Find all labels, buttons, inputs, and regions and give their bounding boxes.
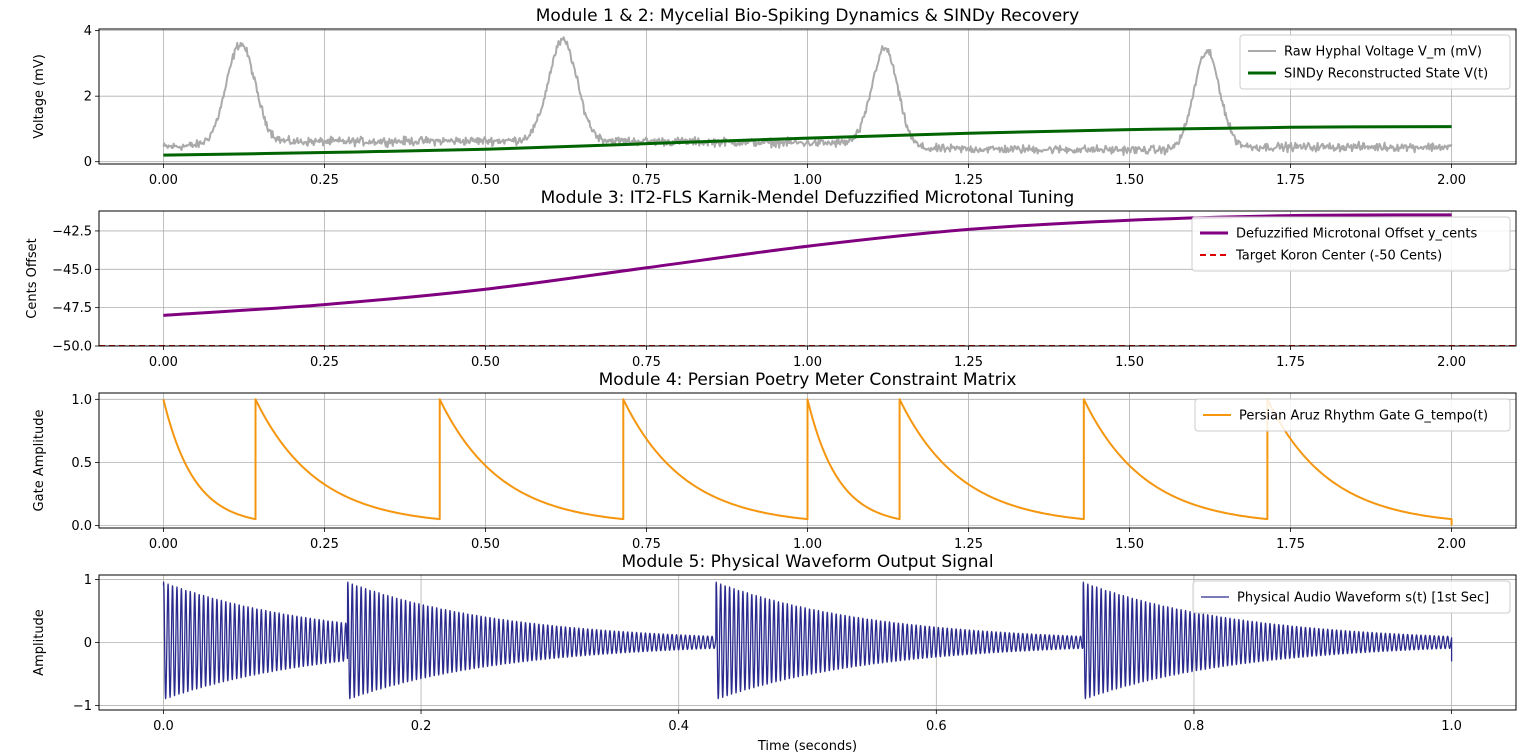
legend-label: SINDy Reconstructed State V(t)	[1284, 67, 1488, 82]
chart-panel-1: 0.00 0.25 0.50 0.75 1.00 1.25 1.50 1.75 2.00 0 2 4 M…	[32, 6, 1517, 188]
x-tick-label: 0.75	[632, 537, 661, 552]
y-tick-label: 1.0	[71, 393, 92, 408]
y-tick-label: 1	[84, 573, 92, 588]
x-tick-label: 1.00	[793, 355, 822, 370]
x-tick-label: 0.2	[411, 719, 432, 734]
legend-label: Target Koron Center (-50 Cents)	[1235, 249, 1442, 264]
y-tick-label: 0.0	[71, 519, 92, 534]
y-tick-label: 0.5	[71, 456, 92, 471]
x-tick-label: 1.00	[793, 537, 822, 552]
x-tick-label: 1.75	[1276, 355, 1305, 370]
x-tick-label: 0.75	[632, 355, 661, 370]
legend-label: Physical Audio Waveform s(t) [1st Sec]	[1237, 591, 1489, 606]
y-tick-label: −1	[73, 699, 92, 714]
series-line-1	[162, 581, 1453, 700]
series-line-2	[163, 125, 1452, 157]
x-tick-label: 0.25	[310, 355, 339, 370]
legend-label: Persian Aruz Rhythm Gate G_tempo(t)	[1239, 409, 1488, 424]
y-tick-label: 0	[84, 636, 92, 651]
x-tick-label: 0.50	[471, 355, 500, 370]
x-tick-label: 1.0	[1441, 719, 1462, 734]
legend-box	[1191, 216, 1511, 272]
y-axis-label: Voltage (mV)	[32, 54, 47, 139]
x-tick-label: 1.50	[1115, 537, 1144, 552]
x-tick-label: 0.4	[668, 719, 689, 734]
x-tick-label: 0.50	[471, 173, 500, 188]
x-tick-label: 0.00	[149, 355, 178, 370]
y-axis-label: Cents Offset	[25, 238, 40, 318]
chart-panel-2: 0.00 0.25 0.50 0.75 1.00 1.25 1.50 1.75 2.00 −50.…	[25, 188, 1517, 370]
x-tick-label: 0.75	[632, 173, 661, 188]
x-tick-label: 1.25	[954, 537, 983, 552]
x-tick-label: 2.00	[1437, 355, 1466, 370]
chart-panel-4: 0.0 0.2 0.4 0.6 0.8 1.0 −1 0 1 Module 5: Physical…	[32, 552, 1517, 754]
x-tick-label: 1.75	[1276, 537, 1305, 552]
legend-label: Defuzzified Microtonal Offset y_cents	[1236, 227, 1478, 242]
x-tick-label: 1.50	[1115, 355, 1144, 370]
x-tick-label: 0.00	[149, 173, 178, 188]
y-tick-label: −45.0	[52, 263, 92, 278]
x-tick-label: 0.50	[471, 537, 500, 552]
x-tick-label: 0.25	[310, 537, 339, 552]
x-tick-label: 0.00	[149, 537, 178, 552]
series-line-1	[162, 398, 1453, 526]
x-tick-label: 1.25	[954, 173, 983, 188]
y-tick-label: 4	[84, 24, 92, 39]
x-tick-label: 0.0	[153, 719, 174, 734]
y-tick-label: 2	[84, 90, 92, 105]
y-tick-label: −50.0	[52, 340, 92, 355]
chart-title: Module 1 & 2: Mycelial Bio-Spiking Dynam…	[536, 6, 1079, 26]
chart-panel-3: 0.00 0.25 0.50 0.75 1.00 1.25 1.50 1.75 2.00 0.0 0…	[32, 370, 1517, 552]
x-tick-label: 2.00	[1437, 173, 1466, 188]
x-tick-label: 1.75	[1276, 173, 1305, 188]
x-tick-label: 2.00	[1437, 537, 1466, 552]
chart-title: Module 3: IT2-FLS Karnik-Mendel Defuzzif…	[541, 188, 1075, 208]
legend-label: Raw Hyphal Voltage V_m (mV)	[1284, 45, 1482, 60]
y-tick-label: −42.5	[52, 224, 92, 239]
chart-title: Module 4: Persian Poetry Meter Constrain…	[599, 370, 1017, 390]
y-tick-label: −47.5	[52, 301, 92, 316]
chart-title: Module 5: Physical Waveform Output Signa…	[621, 552, 993, 572]
legend-box	[1239, 34, 1511, 90]
y-axis-label: Amplitude	[32, 609, 47, 676]
x-tick-label: 0.8	[1184, 719, 1205, 734]
legend-box	[1192, 580, 1511, 614]
x-tick-label: 1.50	[1115, 173, 1144, 188]
x-axis-label: Time (seconds)	[757, 739, 857, 754]
x-tick-label: 1.25	[954, 355, 983, 370]
y-axis-label: Gate Amplitude	[32, 410, 47, 512]
y-tick-label: 0	[84, 155, 92, 170]
x-tick-label: 0.6	[926, 719, 947, 734]
legend-box	[1194, 398, 1511, 432]
x-tick-label: 1.00	[793, 173, 822, 188]
x-tick-label: 0.25	[310, 173, 339, 188]
